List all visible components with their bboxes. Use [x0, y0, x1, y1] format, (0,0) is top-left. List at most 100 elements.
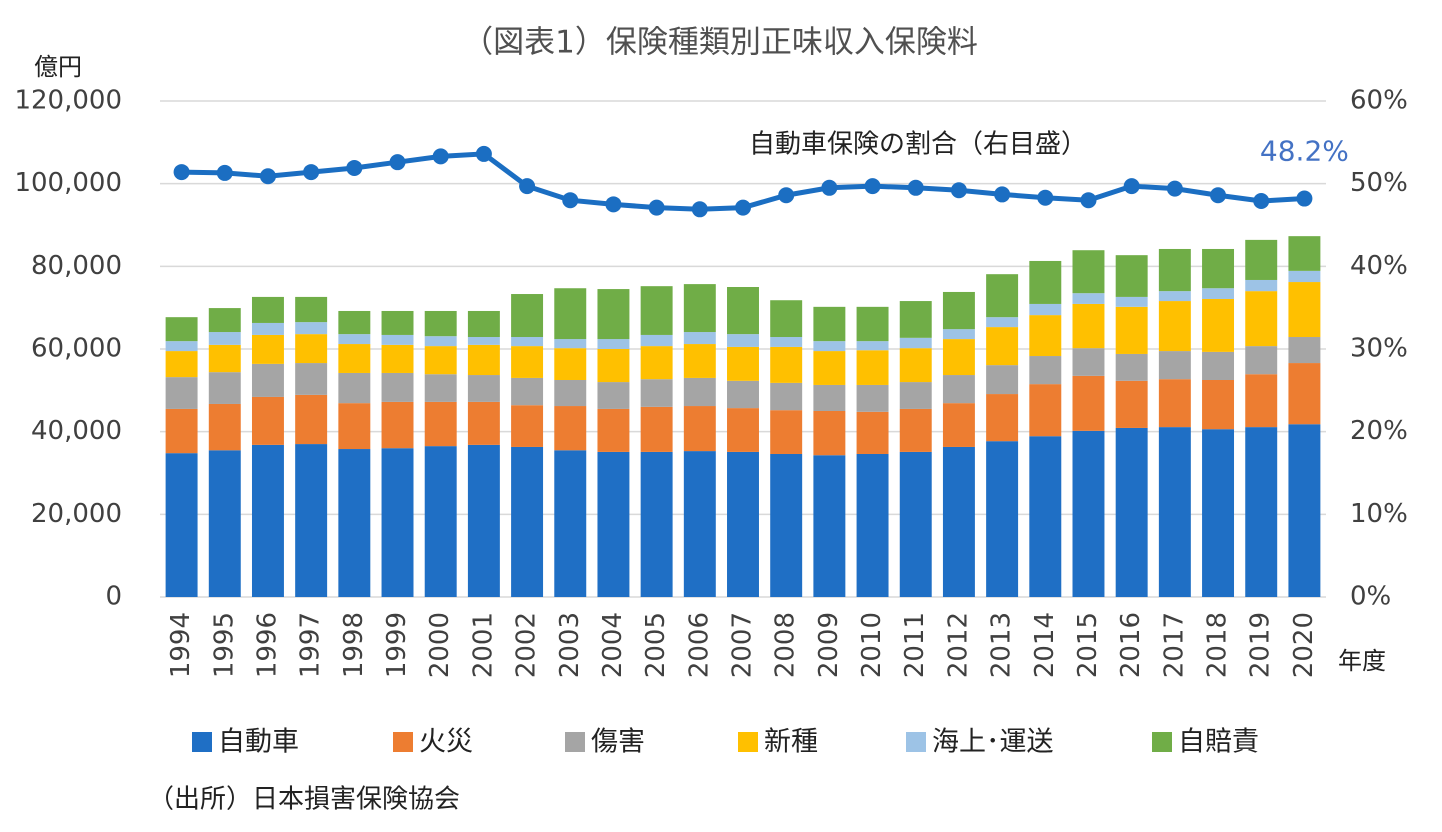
x-tick-label: 2016 [1116, 612, 1146, 678]
bar-segment [813, 306, 846, 342]
bar-segment [1158, 291, 1191, 302]
bar-segment [640, 451, 673, 597]
line-point [864, 178, 881, 195]
bar-segment [727, 408, 759, 452]
x-tick-label: 2005 [641, 612, 671, 678]
x-tick-label: 2019 [1246, 612, 1276, 678]
bar-segment [942, 375, 975, 404]
line-point [907, 179, 924, 196]
line-point [691, 201, 708, 218]
bar-segment [597, 382, 630, 409]
bar-segment [1158, 379, 1191, 428]
line-point [778, 187, 795, 204]
y-tick-label: 100,000 [14, 168, 122, 198]
bar-segment [1288, 337, 1321, 364]
bar-segment [381, 344, 414, 373]
bar-segment [208, 308, 241, 333]
bar-segment [338, 344, 371, 373]
bar-segment [1202, 248, 1235, 289]
bar-segment [640, 286, 673, 335]
y2-tick-label: 0% [1350, 582, 1391, 612]
x-tick-label: 2004 [598, 612, 628, 678]
bar-segment [295, 334, 328, 364]
line-point [216, 164, 233, 181]
y-tick-label: 60,000 [31, 334, 122, 364]
bar-segment [899, 337, 932, 349]
y-tick-label: 80,000 [31, 251, 122, 281]
bar-segment [1072, 430, 1105, 597]
bar-segment [251, 396, 284, 445]
bar-segment [1288, 236, 1321, 271]
bar-segment [1072, 375, 1105, 431]
bar-segment [381, 310, 414, 335]
legend-swatch [192, 732, 212, 752]
bar-segment [899, 451, 932, 597]
line-point [1080, 192, 1097, 209]
bar-segment [640, 346, 673, 380]
bar-segment [424, 346, 457, 375]
bar-segment [251, 296, 284, 323]
bar-segment [770, 337, 803, 347]
bar-segment [856, 341, 889, 351]
bar-segment [424, 446, 457, 597]
line-point [1123, 178, 1140, 195]
line-point [389, 154, 406, 171]
y2-tick-label: 10% [1350, 499, 1408, 529]
data-label: 48.2% [1260, 135, 1349, 168]
x-tick-label: 2013 [987, 612, 1017, 678]
bar-segment [683, 332, 716, 345]
y2-tick-label: 60% [1350, 86, 1408, 116]
bar-segment [511, 377, 544, 406]
bar-segment [251, 444, 284, 597]
bar-segment [208, 332, 241, 345]
bar-segment [208, 372, 241, 404]
bar-segment [683, 377, 716, 407]
bar-segment [1288, 424, 1321, 597]
x-tick-label: 2006 [684, 612, 714, 678]
bar-segment [1158, 427, 1191, 597]
bar-segment [295, 322, 328, 335]
x-tick-label: 2017 [1159, 612, 1189, 678]
bar-segment [899, 301, 932, 338]
x-tick-label: 2003 [555, 612, 585, 678]
bar-segment [770, 300, 803, 338]
bar-segment [1072, 250, 1105, 294]
bar-segment [467, 337, 500, 345]
bar-segment [597, 289, 630, 340]
line-point [1296, 190, 1313, 207]
bar-segment [208, 344, 241, 373]
bar-segment [165, 453, 198, 597]
line-point [648, 199, 665, 216]
line-point [821, 179, 838, 196]
bar-segment [1245, 346, 1278, 375]
bar-segment [381, 401, 414, 449]
line-point [735, 199, 751, 216]
bar-segment [1029, 303, 1062, 316]
line-point [562, 192, 579, 209]
bar-segment [1072, 303, 1105, 349]
bar-segment [165, 341, 198, 352]
y-tick-label: 120,000 [14, 86, 122, 116]
bar-segment [554, 406, 587, 451]
bar-segment [942, 291, 975, 330]
line-point [1166, 180, 1183, 197]
bar-segment [1029, 436, 1062, 597]
line-point [475, 145, 492, 162]
bar-segment [899, 382, 932, 409]
bar-segment [338, 403, 371, 450]
x-tick-label: 1997 [296, 612, 326, 678]
bar-segment [1029, 315, 1062, 357]
legend-swatch [1152, 732, 1172, 752]
bar-segment [1202, 288, 1235, 299]
bar-segment [813, 455, 846, 597]
legend-label: 自動車 [218, 727, 299, 758]
legend-swatch [393, 732, 413, 752]
bar-segment [424, 401, 457, 447]
bar-segment [511, 337, 544, 347]
legend-swatch [565, 732, 585, 752]
x-tick-label: 2000 [425, 612, 455, 678]
bar-segment [683, 406, 716, 452]
line-point [303, 164, 320, 181]
bar-segment [511, 446, 544, 597]
bar-segment [1029, 260, 1062, 304]
